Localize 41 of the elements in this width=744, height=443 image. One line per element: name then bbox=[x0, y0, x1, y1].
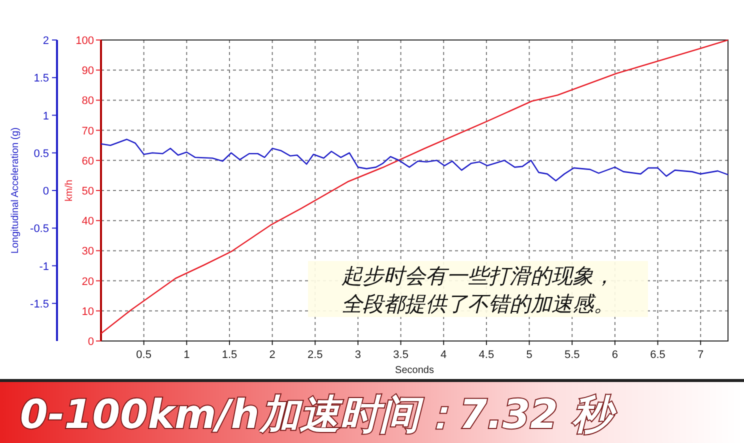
x-tick-label: 4 bbox=[440, 349, 447, 361]
y2-tick-label: 0.5 bbox=[34, 148, 49, 160]
y-tick-label: 40 bbox=[82, 216, 94, 228]
x-tick-label: 5 bbox=[526, 349, 532, 361]
x-tick-label: 2.5 bbox=[307, 349, 323, 361]
y2-tick-label: 1 bbox=[42, 110, 49, 122]
x-tick-label: 1 bbox=[184, 349, 190, 361]
y2-axis-title: Longitudinal Acceleration (g) bbox=[10, 127, 21, 254]
y2-tick-label: -1.5 bbox=[30, 298, 49, 310]
x-tick-label: 7 bbox=[698, 349, 704, 361]
y-tick-label: 60 bbox=[82, 155, 94, 168]
y2-tick-label: 1.5 bbox=[34, 72, 49, 85]
x-axis-title: Seconds bbox=[395, 365, 434, 376]
y-tick-label: 30 bbox=[82, 246, 94, 258]
x-tick-label: 6 bbox=[612, 349, 618, 361]
y-tick-label: 100 bbox=[76, 35, 94, 47]
annotation: 起步时会有一些打滑的现象， bbox=[342, 264, 614, 288]
y-tick-label: 10 bbox=[82, 306, 94, 318]
x-tick-label: 1.5 bbox=[222, 349, 238, 361]
text: 0-100km/h加速时间：7.32 秒 bbox=[20, 392, 617, 438]
y2-tick-label: 2 bbox=[42, 35, 49, 47]
x-tick-label: 5.5 bbox=[564, 349, 580, 361]
y-tick-label: 20 bbox=[82, 276, 94, 288]
x-tick-label: 2 bbox=[269, 349, 276, 361]
x-tick-label: 3.5 bbox=[393, 349, 408, 361]
x-tick-label: 3 bbox=[354, 349, 362, 361]
x-tick-label: 4.5 bbox=[478, 349, 494, 361]
y-tick-label: 50 bbox=[82, 186, 94, 198]
y-tick-label: 90 bbox=[82, 65, 94, 78]
x-tick-label: 0.5 bbox=[136, 349, 152, 361]
y2-tick-label: -1 bbox=[39, 260, 49, 273]
y2-tick-label: 0 bbox=[42, 186, 49, 198]
y2-tick-label: -0.5 bbox=[30, 223, 49, 236]
line-series bbox=[100, 39, 729, 334]
x-tick-label: 6.5 bbox=[650, 349, 666, 361]
y-tick-label: 70 bbox=[82, 125, 94, 138]
line-series bbox=[100, 138, 729, 182]
y-tick-label: 0 bbox=[88, 336, 94, 348]
annotation: 全段都提供了不错的加速感。 bbox=[342, 292, 614, 316]
y-tick-label: 80 bbox=[82, 95, 94, 108]
y-axis-title: km/h bbox=[64, 180, 75, 202]
